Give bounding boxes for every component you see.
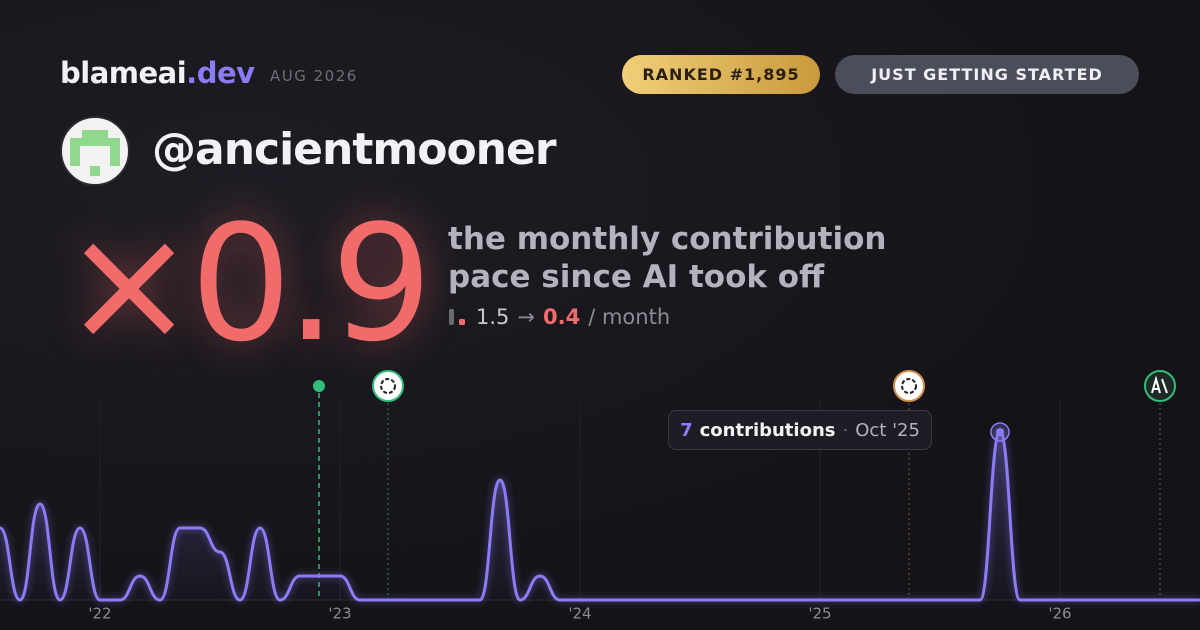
- description-line: the monthly contribution: [448, 221, 887, 257]
- peak-marker: [996, 428, 1004, 436]
- tooltip-separator: ·: [842, 419, 849, 441]
- brand-tld: .dev: [186, 56, 255, 90]
- x-tick-label: '24: [568, 605, 591, 623]
- pace-before: 1.5: [476, 305, 510, 329]
- x-tick-label: '23: [328, 605, 351, 623]
- pace: 1.5 → 0.4 / month: [448, 305, 670, 329]
- status-badge: JUST GETTING STARTED: [835, 55, 1139, 94]
- event-icon: [372, 370, 404, 402]
- tooltip-count: 7: [680, 419, 693, 441]
- multiplier: ×0.9: [62, 190, 433, 377]
- area: [0, 432, 1200, 600]
- description-line: pace since AI took off: [448, 259, 825, 295]
- pace-unit: / month: [588, 305, 671, 329]
- events: [313, 370, 1176, 600]
- tooltip-date: Oct '25: [855, 419, 920, 441]
- event-dot: [313, 380, 325, 392]
- x-tick-label: '22: [88, 605, 111, 623]
- event-icon-glyph: [901, 378, 917, 394]
- tooltip: 7 contributions · Oct '25: [668, 410, 932, 450]
- event-icon-glyph: [380, 378, 396, 394]
- description: the monthly contribution pace since AI t…: [448, 220, 886, 296]
- brand-name: blameai: [60, 56, 187, 90]
- brand: blameai.dev: [60, 56, 255, 90]
- handle: @ancientmooner: [152, 124, 557, 175]
- x-tick-label: '25: [808, 605, 831, 623]
- pace-after: 0.4: [543, 305, 581, 329]
- date: AUG 2026: [270, 67, 358, 85]
- avatar: [60, 116, 130, 186]
- x-tick-label: '26: [1048, 605, 1071, 623]
- pace-icon: [449, 309, 465, 325]
- event-icon: [893, 370, 925, 402]
- rank-badge: RANKED #1,895: [622, 55, 820, 94]
- event-icon-glyph: [1151, 375, 1168, 394]
- event-icon: [1144, 370, 1176, 402]
- pace-arrow: →: [517, 305, 536, 329]
- tooltip-label: contributions: [699, 419, 836, 441]
